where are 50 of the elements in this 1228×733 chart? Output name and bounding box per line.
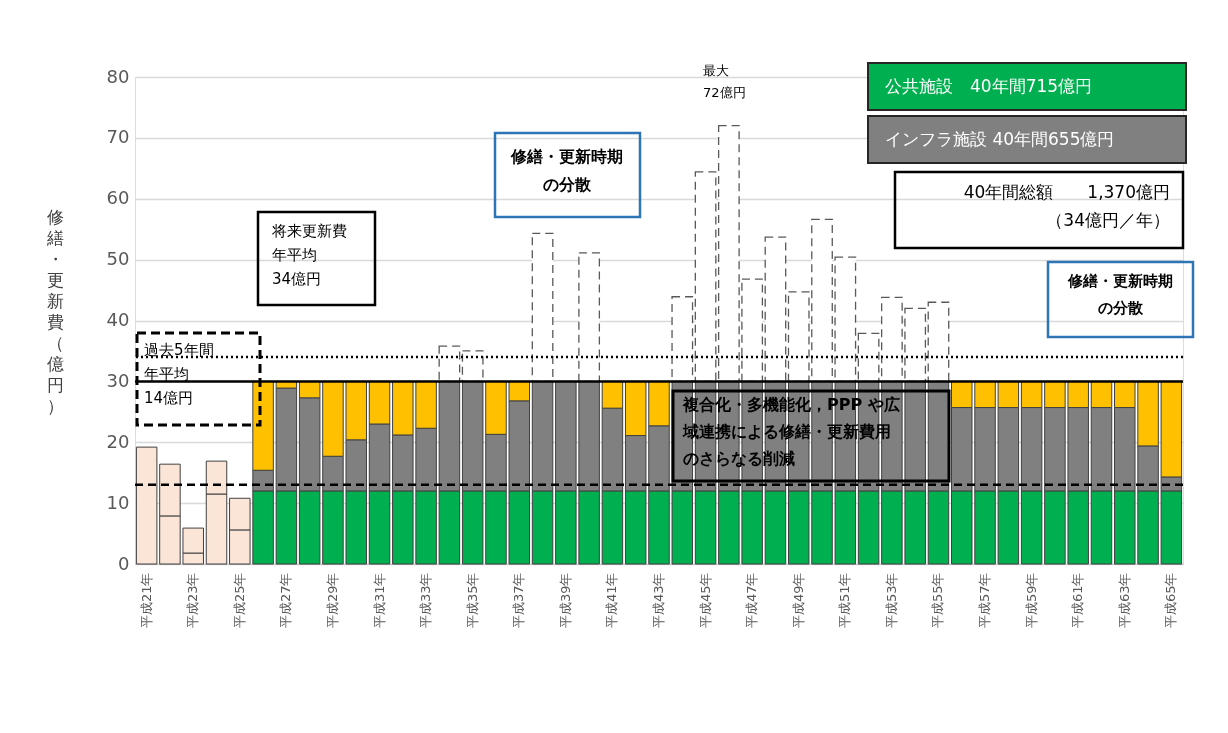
x-tick-label: 平成39年 xyxy=(557,572,573,629)
x-tick-label: 平成45年 xyxy=(697,572,713,629)
text: 公共施設 40年間715億円 xyxy=(885,76,1093,96)
y-tick-label: 60 xyxy=(106,187,130,209)
bar xyxy=(671,296,694,383)
annotation: 修繕・更新時期の分散 xyxy=(510,147,623,194)
bar xyxy=(438,345,461,383)
text: 修繕・更新費（億円） xyxy=(46,207,64,416)
x-tick-label: 平成55年 xyxy=(930,572,946,629)
y-tick-label: 80 xyxy=(106,65,130,87)
y-tick-label: 50 xyxy=(106,248,130,270)
bar xyxy=(461,350,484,383)
bar xyxy=(764,236,787,383)
x-tick-label: 平成27年 xyxy=(278,572,294,629)
x-tick-label: 平成33年 xyxy=(418,572,434,629)
x-tick-label: 平成51年 xyxy=(837,572,853,629)
bar xyxy=(531,232,554,383)
x-tick-label: 平成31年 xyxy=(371,572,387,629)
x-tick-label: 平成41年 xyxy=(604,572,620,629)
x-tick-label: 平成23年 xyxy=(185,572,201,629)
bar xyxy=(694,171,717,383)
bar xyxy=(857,332,880,383)
bar xyxy=(578,252,601,383)
annotation: 将来更新費年平均34億円 xyxy=(271,222,347,288)
y-tick-label: 20 xyxy=(106,430,130,452)
bar xyxy=(927,301,950,383)
y-tick-label: 40 xyxy=(106,309,130,330)
x-tick-label: 平成57年 xyxy=(977,572,993,629)
x-tick-label: 平成35年 xyxy=(464,572,480,629)
x-tick-label: 平成21年 xyxy=(138,572,154,629)
y-tick-label: 0 xyxy=(118,552,130,574)
x-tick-label: 平成59年 xyxy=(1023,572,1039,629)
y-tick-label: 70 xyxy=(106,126,130,148)
x-tick-label: 平成49年 xyxy=(790,572,806,629)
x-tick-label: 平成65年 xyxy=(1163,572,1179,629)
y-tick-label: 30 xyxy=(106,369,130,391)
x-tick-label: 平成63年 xyxy=(1116,572,1132,629)
annotation: 過去5年間年平均14億円 xyxy=(144,341,214,407)
x-tick-label: 平成29年 xyxy=(324,572,340,629)
annotation: 修繕・更新時期の分散 xyxy=(1066,272,1173,317)
x-tick-label: 平成61年 xyxy=(1070,572,1086,629)
text: インフラ施設 40年間655億円 xyxy=(885,129,1115,149)
x-tick-label: 平成47年 xyxy=(744,572,760,629)
x-tick-label: 平成43年 xyxy=(651,572,666,629)
annotation: 最大72億円 xyxy=(703,63,746,100)
y-tick-label: 10 xyxy=(106,491,130,513)
x-tick-label: 平成37年 xyxy=(511,572,527,629)
x-tick-label: 平成53年 xyxy=(883,572,899,629)
x-tick-label: 平成25年 xyxy=(231,572,247,629)
annotation: 40年間総額 1,370億円（34億円／年） xyxy=(963,182,1170,230)
